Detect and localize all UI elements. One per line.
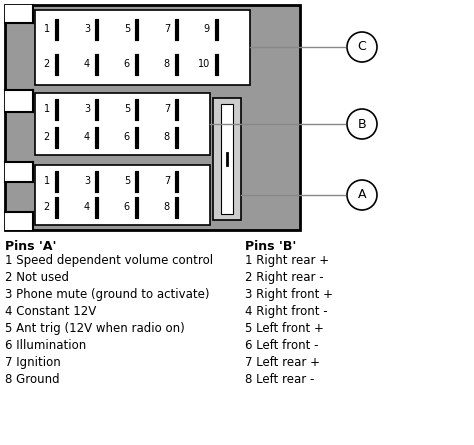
Text: 6 Illumination: 6 Illumination	[5, 339, 86, 352]
Bar	[35, 10, 250, 85]
Bar	[221, 104, 233, 214]
Text: 10: 10	[198, 59, 210, 69]
Text: 7: 7	[164, 24, 170, 34]
Text: 4 Constant 12V: 4 Constant 12V	[5, 305, 96, 318]
Text: 2: 2	[44, 59, 50, 69]
Bar	[5, 5, 300, 230]
Text: 2 Not used: 2 Not used	[5, 271, 69, 284]
Text: 8: 8	[164, 132, 170, 142]
Text: 3: 3	[84, 104, 90, 114]
Text: 7: 7	[164, 104, 170, 114]
Bar	[35, 165, 210, 225]
Text: 5: 5	[124, 176, 130, 186]
Text: 5 Left front +: 5 Left front +	[245, 322, 324, 335]
Text: 2: 2	[44, 132, 50, 142]
Text: 4: 4	[84, 59, 90, 69]
Bar	[5, 5, 33, 23]
Text: Pins 'A': Pins 'A'	[5, 240, 56, 253]
Text: 3 Phone mute (ground to activate): 3 Phone mute (ground to activate)	[5, 288, 210, 301]
Text: 5 Ant trig (12V when radio on): 5 Ant trig (12V when radio on)	[5, 322, 185, 335]
Text: 7: 7	[164, 176, 170, 186]
Bar	[5, 90, 33, 112]
Text: 9: 9	[204, 24, 210, 34]
Text: A: A	[358, 189, 366, 202]
Text: 5: 5	[124, 24, 130, 34]
Circle shape	[347, 180, 377, 210]
Text: C: C	[357, 40, 366, 53]
Text: Pins 'B': Pins 'B'	[245, 240, 296, 253]
Text: 1 Speed dependent volume control: 1 Speed dependent volume control	[5, 254, 213, 267]
Text: 4 Right front -: 4 Right front -	[245, 305, 328, 318]
Text: 6: 6	[124, 132, 130, 142]
Text: 4: 4	[84, 202, 90, 212]
Text: 3: 3	[84, 176, 90, 186]
Bar	[213, 98, 241, 220]
Text: 6 Left front -: 6 Left front -	[245, 339, 319, 352]
Text: 7 Ignition: 7 Ignition	[5, 356, 61, 369]
Text: 4: 4	[84, 132, 90, 142]
Text: 2 Right rear -: 2 Right rear -	[245, 271, 324, 284]
Text: 5: 5	[124, 104, 130, 114]
Text: 1: 1	[44, 104, 50, 114]
Bar	[35, 93, 210, 155]
Text: 2: 2	[44, 202, 50, 212]
Text: 1 Right rear +: 1 Right rear +	[245, 254, 329, 267]
Bar	[5, 162, 33, 182]
Text: 1: 1	[44, 24, 50, 34]
Circle shape	[347, 109, 377, 139]
Text: 8 Ground: 8 Ground	[5, 373, 60, 386]
Text: B: B	[358, 117, 366, 130]
Text: 8 Left rear -: 8 Left rear -	[245, 373, 314, 386]
Text: 3: 3	[84, 24, 90, 34]
Bar	[5, 212, 33, 230]
Text: 7 Left rear +: 7 Left rear +	[245, 356, 320, 369]
Text: 6: 6	[124, 202, 130, 212]
Text: 1: 1	[44, 176, 50, 186]
Text: 8: 8	[164, 202, 170, 212]
Text: 3 Right front +: 3 Right front +	[245, 288, 333, 301]
Text: 6: 6	[124, 59, 130, 69]
Text: 8: 8	[164, 59, 170, 69]
Circle shape	[347, 32, 377, 62]
